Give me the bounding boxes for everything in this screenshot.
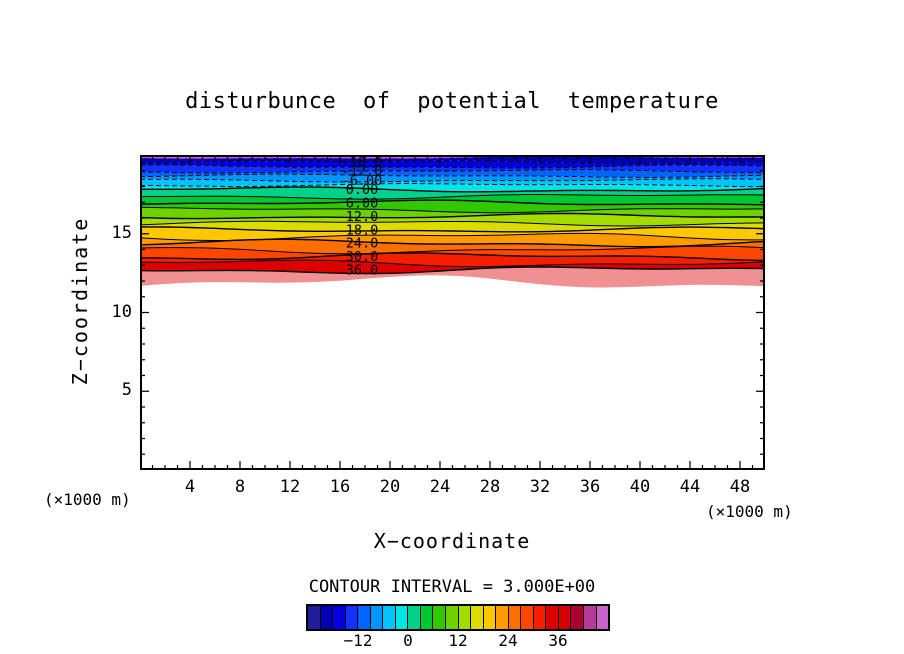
x-tick-label: 12 [279,477,301,497]
colorbar-cell [370,606,384,629]
colorbar-cell [333,606,346,629]
colorbar-cell [558,606,572,629]
contour-interval-caption: CONTOUR INTERVAL = 3.000E+00 [308,577,596,597]
y-tick-label: 15 [111,222,132,243]
colorbar-cell [508,606,522,629]
x-tick-label: 44 [679,477,701,497]
colorbar-cell [496,606,509,629]
x-tick-label: 48 [729,477,751,497]
x-tick-label: 32 [529,477,551,497]
contour-lines [140,155,765,275]
y-tick-label: 10 [111,301,132,322]
contour-label: 36.0 [346,262,379,278]
contour-label: -18.0 [342,155,383,170]
colorbar-cell [320,606,334,629]
plot-frame [140,155,765,470]
colorbar-cell [458,606,472,629]
colorbar-cell [596,606,609,629]
colorbar-cell [433,606,447,629]
colorbar-cell [571,606,585,629]
contour-label: 18.0 [346,222,379,238]
colorbar-tick-label: −12 [343,631,373,650]
x-tick-label: 20 [379,477,401,497]
contour-label: 0.00 [346,182,379,198]
colorbar-cell [546,606,559,629]
colorbar-cell [420,606,434,629]
contour-label: -6.00 [342,173,383,189]
chart-title: disturbunce of potential temperature [185,89,719,114]
colorbar-cell [471,606,484,629]
x-axis-unit-left: (×1000 m) [44,490,131,509]
colorbar-cell [383,606,396,629]
colorbar-tick-label: 12 [448,631,468,650]
colorbar [306,604,610,631]
x-axis-title: X−coordinate [373,529,531,553]
colorbar-tick-label: 36 [548,631,568,650]
contour-label: 12.0 [346,209,379,225]
y-tick-label: 5 [121,380,132,401]
colorbar-cell [533,606,547,629]
x-tick-label: 8 [234,477,246,497]
colorbar-cell [584,606,597,629]
colorbar-cell [358,606,371,629]
colorbar-tick-label: 24 [498,631,518,650]
x-tick-label: 4 [184,477,196,497]
colorbar-cell [446,606,459,629]
colorbar-cell [395,606,409,629]
colorbar-tick-label: 0 [403,631,413,650]
colorbar-cell [408,606,421,629]
contour-labels: -18.0-12.0-6.000.006.0012.018.024.030.03… [342,155,383,278]
contour-label: 30.0 [346,249,379,265]
colorbar-cell [483,606,497,629]
contour-label: -12.0 [342,164,383,180]
contour-plot: -18.0-12.0-6.000.006.0012.018.024.030.03… [140,155,765,470]
colorbar-cell [345,606,359,629]
x-tick-label: 28 [479,477,501,497]
colorbar-cell [308,606,321,629]
x-axis-unit-right: (×1000 m) [706,502,793,521]
x-tick-label: 24 [429,477,451,497]
x-tick-label: 40 [629,477,651,497]
x-tick-label: 16 [329,477,351,497]
x-tick-label: 36 [579,477,601,497]
contour-label: 6.00 [346,196,379,212]
colorbar-cell [521,606,534,629]
contour-label: 24.0 [346,236,379,252]
